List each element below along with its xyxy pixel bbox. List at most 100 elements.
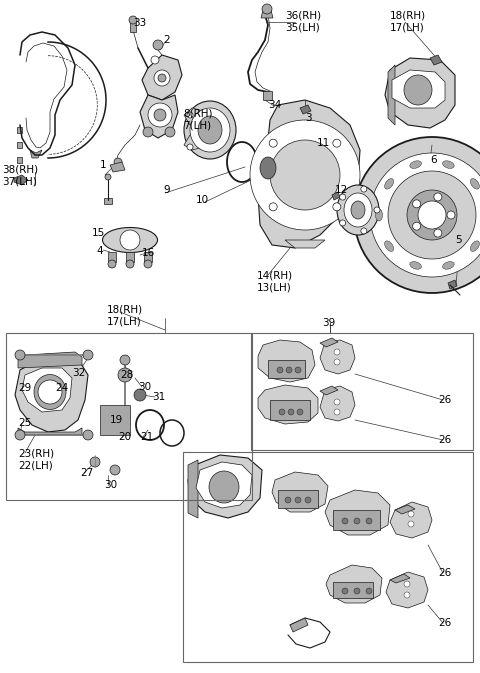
Text: 26: 26 bbox=[438, 618, 451, 628]
Circle shape bbox=[305, 497, 311, 503]
Text: 30: 30 bbox=[104, 480, 117, 490]
Circle shape bbox=[366, 518, 372, 524]
Circle shape bbox=[286, 367, 292, 373]
Circle shape bbox=[262, 4, 272, 14]
Polygon shape bbox=[142, 55, 182, 100]
Text: 16: 16 bbox=[142, 248, 155, 258]
Circle shape bbox=[129, 16, 137, 24]
Polygon shape bbox=[392, 70, 445, 108]
Circle shape bbox=[407, 190, 457, 240]
Polygon shape bbox=[258, 385, 318, 424]
Polygon shape bbox=[388, 65, 395, 125]
Circle shape bbox=[404, 581, 410, 587]
Polygon shape bbox=[272, 472, 328, 512]
Circle shape bbox=[447, 211, 455, 219]
Circle shape bbox=[413, 222, 420, 230]
Ellipse shape bbox=[443, 262, 454, 269]
Text: 4: 4 bbox=[96, 246, 103, 256]
Circle shape bbox=[354, 518, 360, 524]
Circle shape bbox=[270, 140, 340, 210]
Polygon shape bbox=[184, 108, 200, 125]
Circle shape bbox=[83, 350, 93, 360]
Circle shape bbox=[83, 430, 93, 440]
Polygon shape bbox=[270, 400, 310, 420]
Ellipse shape bbox=[209, 471, 239, 503]
Ellipse shape bbox=[198, 116, 222, 144]
Circle shape bbox=[408, 511, 414, 517]
Circle shape bbox=[334, 399, 340, 405]
Ellipse shape bbox=[410, 161, 421, 168]
Circle shape bbox=[285, 497, 291, 503]
Text: 37(LH): 37(LH) bbox=[2, 177, 37, 187]
Circle shape bbox=[295, 497, 301, 503]
Text: 26: 26 bbox=[438, 395, 451, 405]
Polygon shape bbox=[140, 95, 178, 138]
Ellipse shape bbox=[344, 193, 372, 227]
Circle shape bbox=[15, 350, 25, 360]
Text: 9: 9 bbox=[163, 185, 169, 195]
Circle shape bbox=[370, 153, 480, 277]
Bar bbox=[183, 452, 473, 662]
Circle shape bbox=[38, 380, 62, 404]
Polygon shape bbox=[278, 490, 318, 508]
Ellipse shape bbox=[470, 178, 480, 189]
Text: 25: 25 bbox=[18, 418, 31, 428]
Ellipse shape bbox=[254, 150, 282, 186]
Ellipse shape bbox=[190, 108, 230, 152]
Circle shape bbox=[187, 144, 193, 150]
Polygon shape bbox=[22, 368, 72, 412]
Circle shape bbox=[418, 201, 446, 229]
Text: 8(RH): 8(RH) bbox=[183, 108, 213, 118]
Text: 20: 20 bbox=[118, 432, 131, 442]
Polygon shape bbox=[104, 198, 112, 204]
Ellipse shape bbox=[337, 185, 379, 235]
Circle shape bbox=[374, 207, 380, 213]
Text: 22(LH): 22(LH) bbox=[18, 460, 53, 470]
Circle shape bbox=[366, 588, 372, 594]
Polygon shape bbox=[333, 582, 373, 598]
Circle shape bbox=[334, 409, 340, 415]
Circle shape bbox=[108, 260, 116, 268]
Polygon shape bbox=[14, 175, 28, 185]
Text: 30: 30 bbox=[138, 382, 151, 392]
Circle shape bbox=[342, 518, 348, 524]
Circle shape bbox=[153, 40, 163, 50]
Circle shape bbox=[148, 103, 172, 127]
Polygon shape bbox=[188, 460, 198, 518]
Circle shape bbox=[354, 137, 480, 293]
Circle shape bbox=[144, 260, 152, 268]
Polygon shape bbox=[144, 252, 152, 262]
Polygon shape bbox=[395, 505, 415, 514]
Text: 1: 1 bbox=[100, 160, 107, 170]
Text: 27: 27 bbox=[80, 468, 93, 478]
Circle shape bbox=[342, 588, 348, 594]
Polygon shape bbox=[385, 58, 455, 128]
Text: 5: 5 bbox=[455, 235, 462, 245]
Polygon shape bbox=[130, 22, 136, 32]
Text: 17(LH): 17(LH) bbox=[107, 317, 142, 327]
Circle shape bbox=[118, 368, 132, 382]
Ellipse shape bbox=[384, 241, 394, 252]
Circle shape bbox=[151, 56, 159, 64]
Polygon shape bbox=[110, 162, 125, 172]
Circle shape bbox=[120, 355, 130, 365]
Polygon shape bbox=[30, 150, 42, 158]
Ellipse shape bbox=[34, 374, 66, 409]
Text: 6: 6 bbox=[430, 155, 437, 165]
Ellipse shape bbox=[375, 209, 383, 221]
Text: 32: 32 bbox=[72, 368, 85, 378]
Ellipse shape bbox=[184, 101, 236, 159]
Circle shape bbox=[340, 194, 346, 200]
Circle shape bbox=[154, 109, 166, 121]
Circle shape bbox=[288, 409, 294, 415]
Circle shape bbox=[279, 409, 285, 415]
Circle shape bbox=[126, 260, 134, 268]
Circle shape bbox=[250, 120, 360, 230]
Polygon shape bbox=[17, 142, 22, 148]
Ellipse shape bbox=[260, 157, 276, 179]
Polygon shape bbox=[320, 386, 338, 395]
Polygon shape bbox=[332, 192, 340, 200]
Polygon shape bbox=[390, 574, 410, 583]
Text: 18(RH): 18(RH) bbox=[390, 10, 426, 20]
Circle shape bbox=[105, 174, 111, 180]
